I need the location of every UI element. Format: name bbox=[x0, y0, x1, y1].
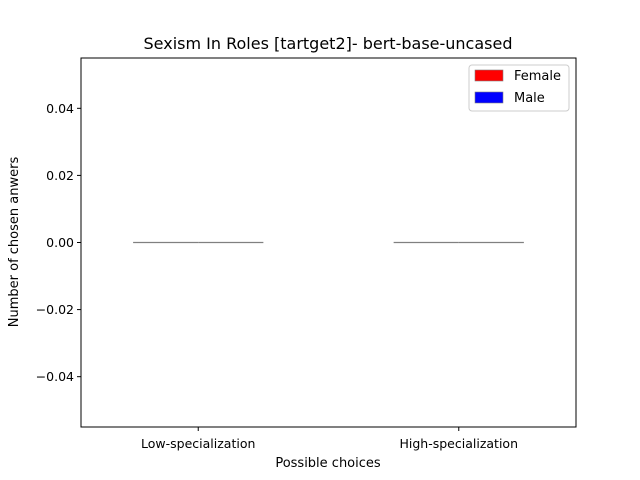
y-axis-label: Number of chosen anwers bbox=[7, 157, 22, 328]
y-tick-label: 0.02 bbox=[46, 168, 74, 183]
x-axis-label: Possible choices bbox=[275, 456, 381, 471]
legend: Female Male bbox=[468, 64, 570, 112]
x-axis-ticks: Low-specialization High-specialization bbox=[141, 427, 518, 451]
y-tick-label: −0.04 bbox=[36, 369, 74, 384]
plot-area: −0.04 −0.02 0.00 0.02 0.04 Low-specializatio… bbox=[36, 57, 577, 451]
y-tick-label: 0.04 bbox=[46, 101, 74, 116]
x-tick-label: High-specialization bbox=[400, 436, 519, 451]
plot-frame bbox=[80, 57, 577, 428]
legend-label-female: Female bbox=[514, 69, 561, 84]
chart-title: Sexism In Roles [tartget2]- bert-base-un… bbox=[144, 34, 513, 53]
x-tick-label: Low-specialization bbox=[141, 436, 255, 451]
legend-swatch-female bbox=[474, 69, 504, 82]
legend-swatch-male bbox=[474, 91, 504, 104]
y-tick-label: −0.02 bbox=[36, 302, 74, 317]
y-tick-label: 0.00 bbox=[46, 235, 74, 250]
legend-label-male: Male bbox=[514, 91, 545, 106]
y-axis-ticks: −0.04 −0.02 0.00 0.02 0.04 bbox=[36, 101, 81, 384]
